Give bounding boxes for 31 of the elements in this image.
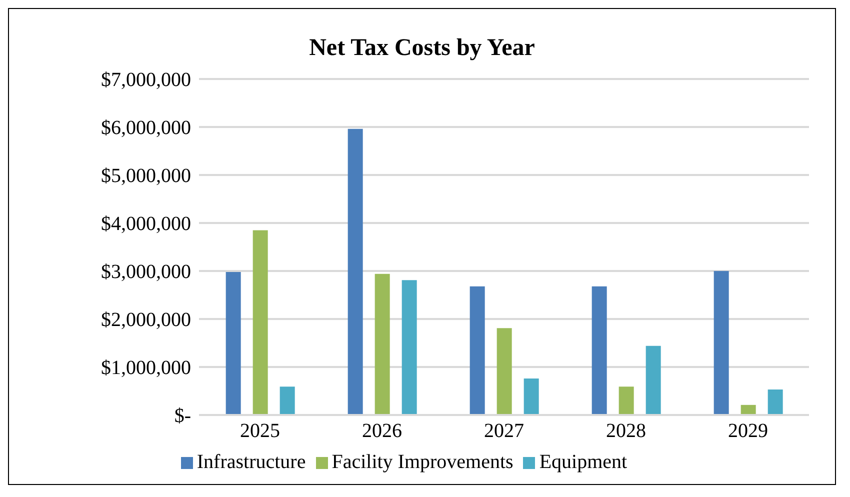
bar	[348, 128, 363, 415]
bar	[402, 280, 417, 415]
bar	[496, 328, 512, 415]
x-tick-label: 2025	[240, 420, 280, 442]
bar	[226, 272, 241, 415]
x-tick-label: 2026	[362, 420, 402, 442]
y-tick-label: $2,000,000	[101, 309, 191, 332]
bar	[768, 390, 783, 415]
bar	[592, 286, 607, 415]
y-tick-label: $7,000,000	[101, 69, 191, 92]
bar	[618, 386, 634, 415]
x-tick-label: 2028	[606, 420, 646, 442]
bar	[280, 386, 295, 415]
y-tick-label: $5,000,000	[101, 165, 191, 188]
y-tick-label: $1,000,000	[101, 357, 191, 380]
y-tick-label: $6,000,000	[101, 117, 191, 140]
legend-label: Infrastructure	[196, 451, 306, 473]
bar	[646, 346, 661, 415]
bar	[524, 378, 539, 415]
y-tick-label: $4,000,000	[101, 213, 191, 236]
bar	[374, 274, 390, 415]
legend-label: Equipment	[539, 451, 628, 473]
legend-label: Facility Improvements	[332, 451, 514, 473]
x-tick-label: 2027	[484, 420, 524, 442]
bar	[714, 271, 729, 415]
bar	[470, 286, 485, 415]
x-tick-label: 2029	[728, 420, 768, 442]
y-tick-label: $-	[174, 405, 191, 428]
chart-title: Net Tax Costs by Year	[308, 35, 536, 63]
bar	[252, 230, 268, 415]
y-tick-label: $3,000,000	[101, 261, 191, 284]
